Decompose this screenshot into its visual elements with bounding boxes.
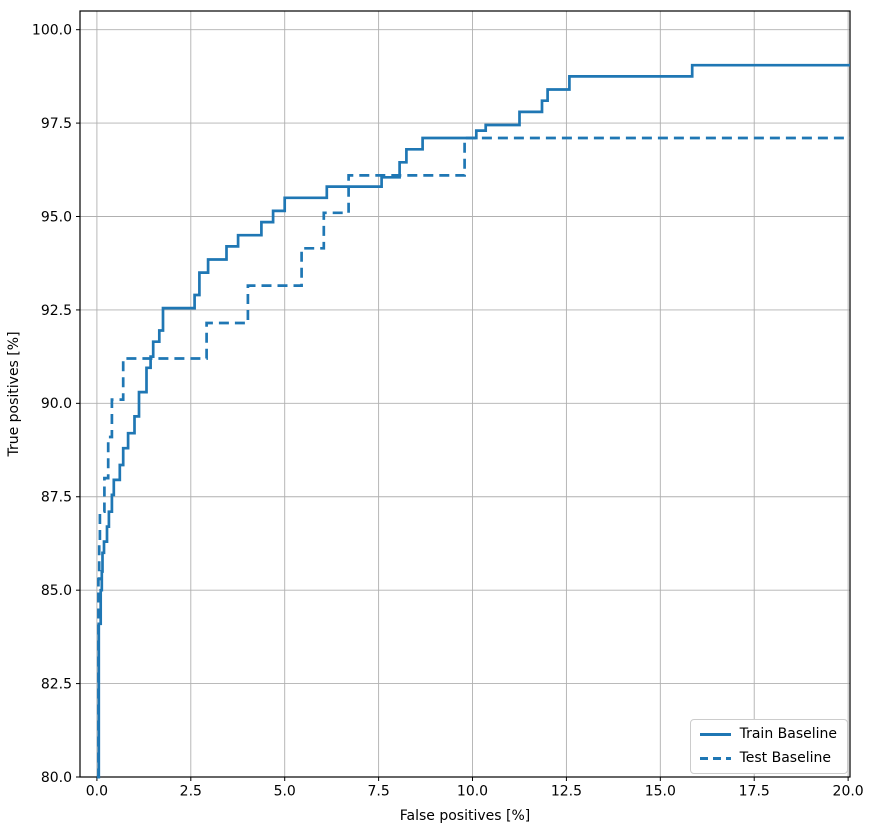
x-tick-label: 17.5 (739, 784, 770, 800)
y-tick-label: 95.0 (41, 209, 72, 225)
x-tick-label: 0.0 (86, 784, 108, 800)
legend-item-test-baseline: Test Baseline (699, 749, 837, 768)
plot-area (80, 11, 850, 777)
x-tick-label: 5.0 (274, 784, 296, 800)
y-tick-label: 85.0 (41, 583, 72, 599)
legend: Train Baseline Test Baseline (689, 719, 848, 774)
train-baseline-line-sample (699, 733, 731, 737)
x-tick-label: 15.0 (645, 784, 676, 800)
test-baseline-line-sample (699, 756, 731, 760)
y-tick-label: 100.0 (32, 23, 72, 39)
x-tick-label: 20.0 (833, 784, 864, 800)
x-tick-label: 2.5 (180, 784, 202, 800)
y-tick-label: 92.5 (41, 303, 72, 319)
y-tick-label: 97.5 (41, 116, 72, 132)
plot-border (79, 10, 851, 778)
x-axis-label: False positives [%] (399, 808, 531, 824)
y-tick-label: 82.5 (41, 676, 72, 692)
legend-label-test: Test Baseline (739, 749, 831, 766)
legend-label-train: Train Baseline (739, 726, 837, 742)
x-tick-label: 10.0 (457, 784, 488, 800)
y-tick-label: 80.0 (41, 770, 72, 786)
legend-item-train-baseline: Train Baseline (699, 726, 837, 744)
x-tick-label: 7.5 (367, 784, 389, 800)
x-tick-label: 12.5 (551, 784, 582, 800)
y-tick-label: 87.5 (41, 490, 72, 506)
y-tick-label: 90.0 (41, 396, 72, 412)
train-baseline-curve (96, 63, 850, 779)
y-axis-label: True positives [%] (6, 331, 22, 457)
